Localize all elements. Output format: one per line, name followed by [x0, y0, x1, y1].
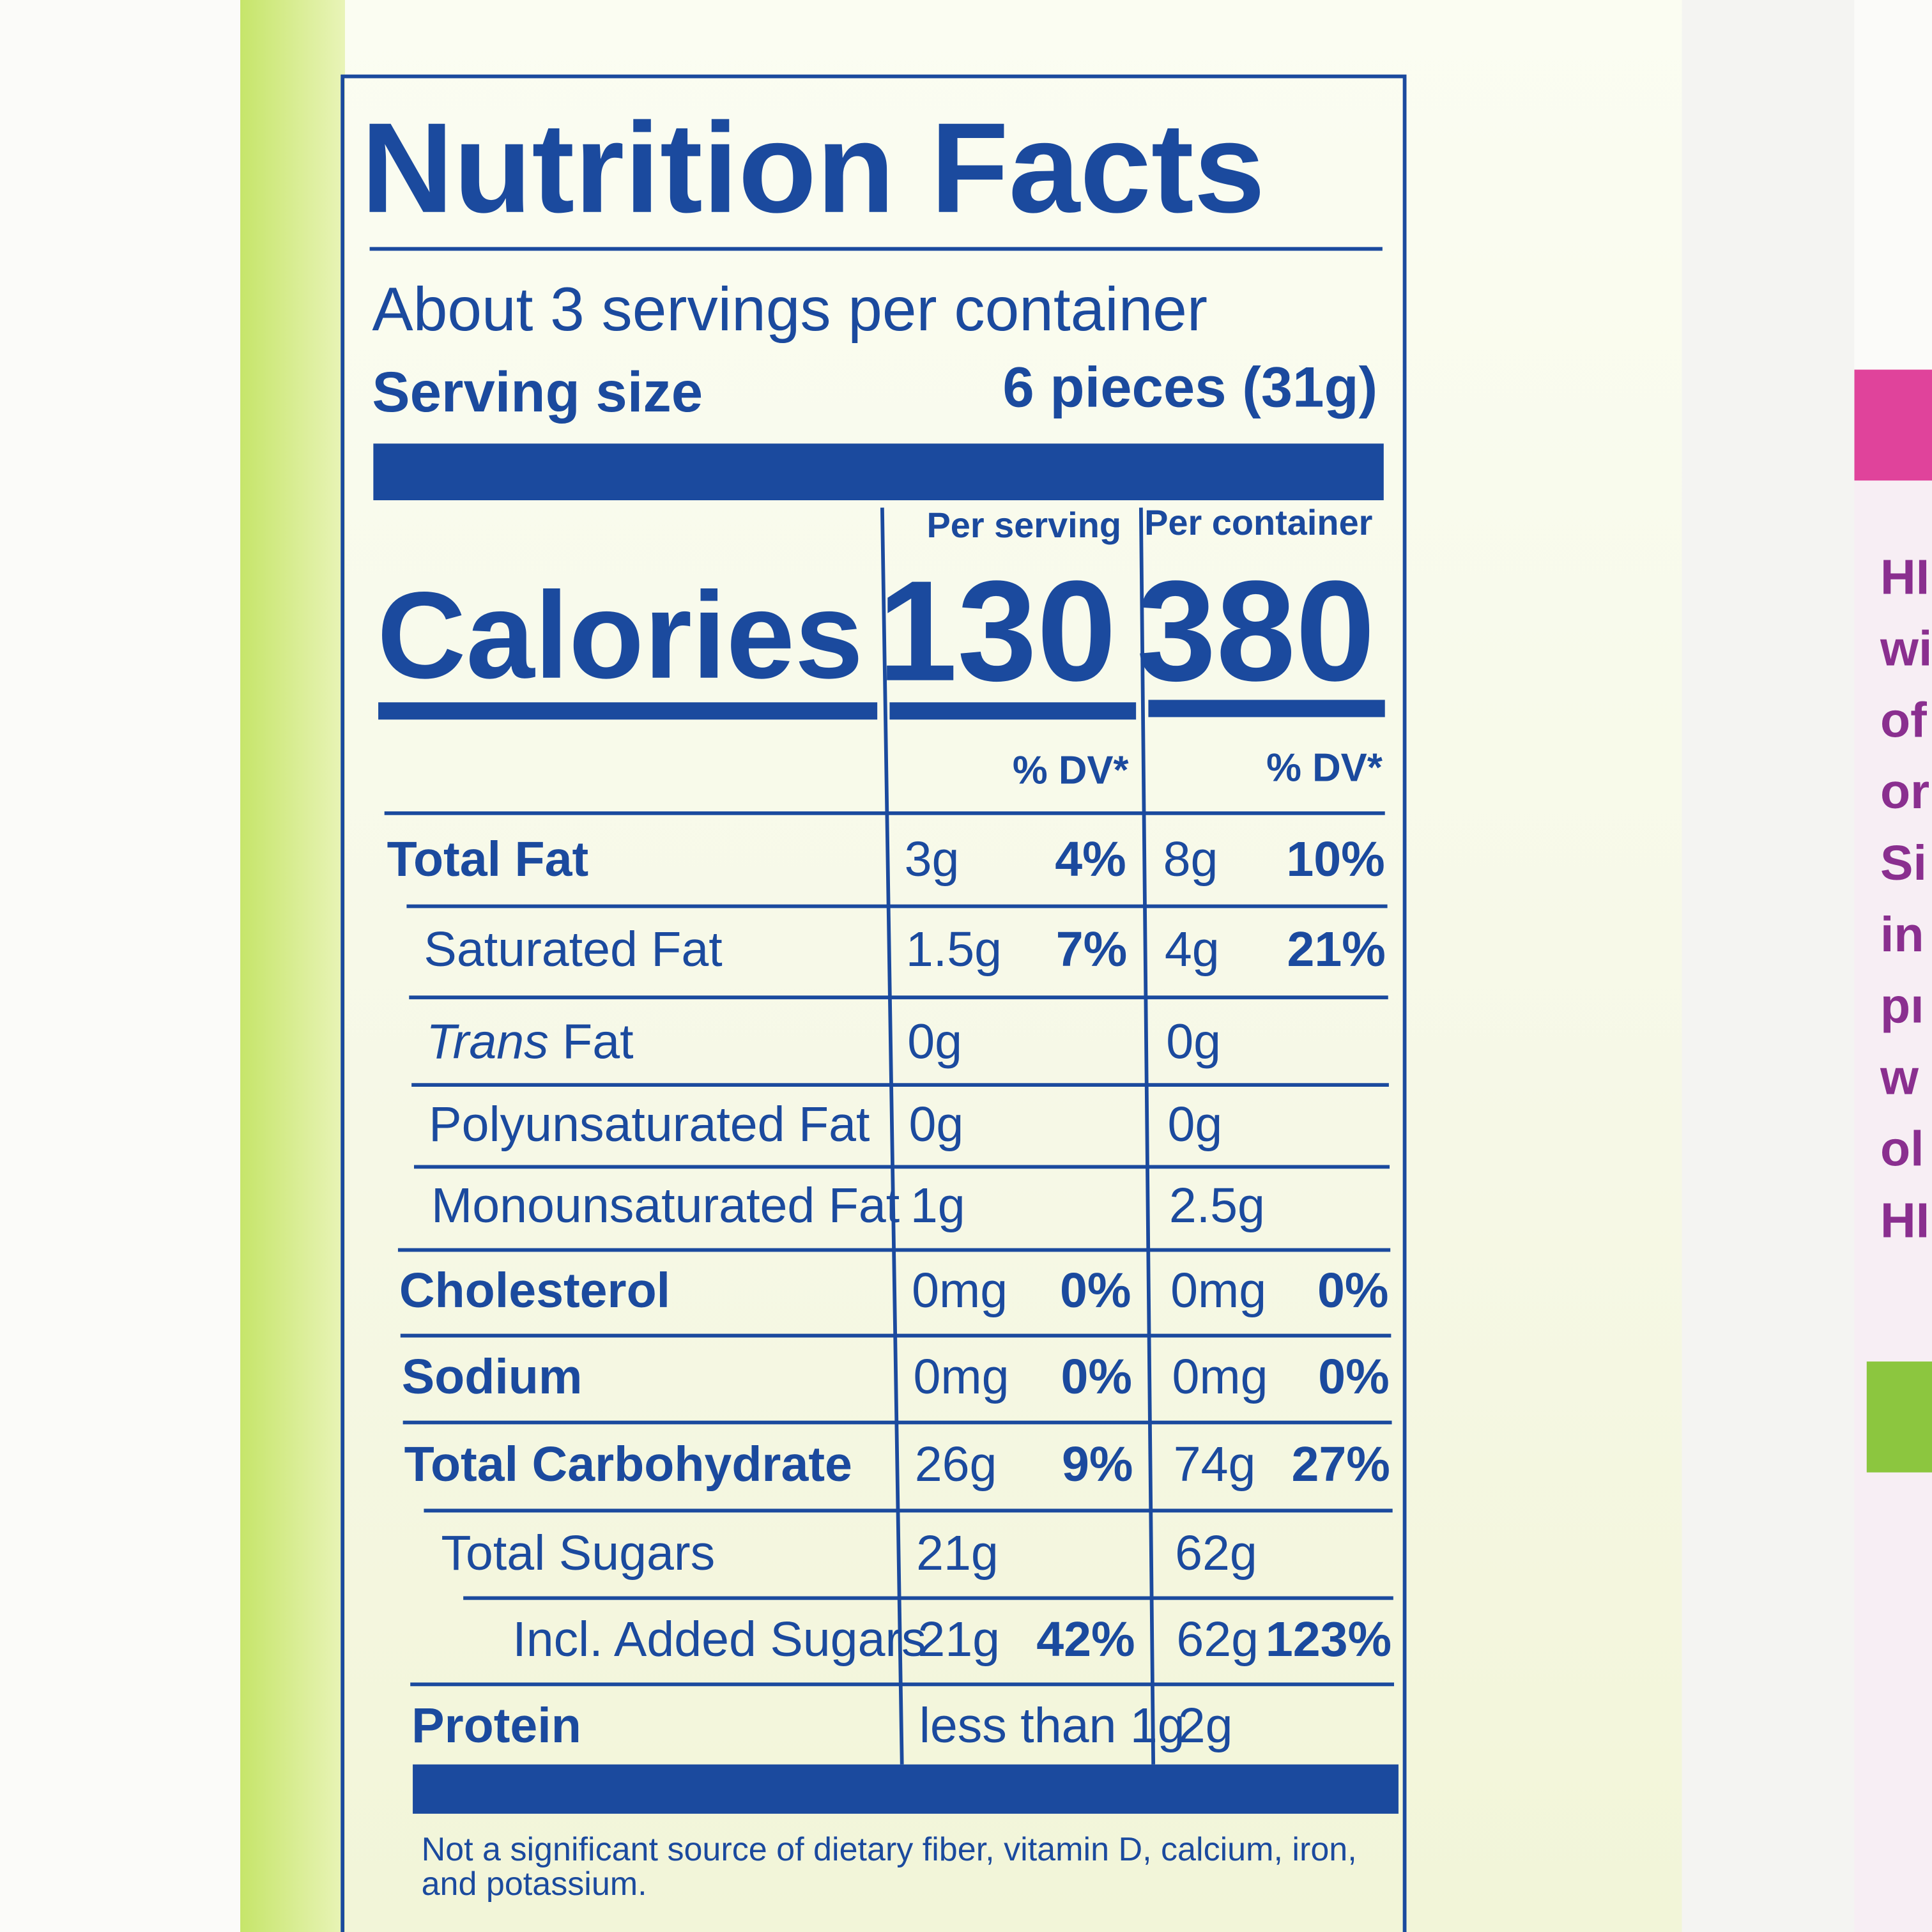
nutrient-name-text: Saturated Fat — [424, 922, 722, 977]
amount: 8g — [1163, 832, 1218, 887]
daily-value: 21% — [1287, 922, 1385, 977]
calories-value: 380 — [1137, 551, 1375, 711]
nutrient-name: Total Fat — [387, 832, 589, 887]
amount: 74g — [1174, 1437, 1256, 1492]
nutrient-name-text: Protein — [411, 1698, 581, 1753]
side-pink-tab — [1854, 369, 1932, 481]
nutrient-name: Cholesterol — [399, 1263, 670, 1318]
daily-value: 7% — [1056, 922, 1127, 977]
green-strip — [240, 0, 345, 1932]
side-text: HI — [1880, 550, 1929, 605]
daily-value: 0% — [1318, 1349, 1389, 1404]
nutrient-name-text: Polyunsaturated Fat — [429, 1097, 870, 1152]
side-text: ol — [1880, 1121, 1924, 1176]
column-divider — [1138, 507, 1156, 1765]
side-text: w — [1880, 1050, 1919, 1105]
amount: 4g — [1165, 922, 1220, 977]
amount: 0mg — [912, 1263, 1008, 1318]
nutrient-name-text: Incl. Added Sugars — [512, 1612, 926, 1667]
amount: 62g — [1176, 1612, 1259, 1667]
title: Nutrition Facts — [361, 96, 1265, 240]
column-divider — [880, 507, 904, 1765]
label-border — [341, 74, 1407, 1932]
calories-rule — [889, 702, 1137, 720]
daily-value: 0% — [1317, 1263, 1388, 1318]
nutrient-name: Total Sugars — [441, 1526, 715, 1581]
amount: 0g — [1166, 1015, 1221, 1070]
calories-rule — [378, 702, 878, 720]
nutrient-name: Saturated Fat — [424, 922, 722, 977]
nutrient-name: Total Carbohydrate — [404, 1437, 852, 1492]
serving-size-value: 6 pieces (31g) — [1002, 355, 1377, 418]
side-text: wi — [1880, 621, 1932, 676]
daily-value: 9% — [1062, 1437, 1133, 1492]
side-text: or — [1880, 764, 1929, 819]
footnote: and potassium. — [422, 1866, 647, 1903]
daily-value: 123% — [1266, 1612, 1392, 1667]
nutrient-name: Monounsaturated Fat — [431, 1178, 900, 1233]
amount: 0mg — [1172, 1349, 1268, 1404]
calories-rule — [1148, 700, 1385, 717]
nutrient-name-text: Sodium — [402, 1349, 583, 1404]
amount: less than 1g — [919, 1698, 1185, 1753]
servings: About 3 servings per container — [372, 275, 1208, 344]
column-header: Per container — [1144, 502, 1372, 542]
column-header: Per serving — [926, 505, 1121, 545]
side-text: Si — [1880, 836, 1927, 891]
daily-value: 0% — [1060, 1263, 1131, 1318]
amount: 1.5g — [906, 922, 1002, 977]
dv-header: % DV* — [1266, 746, 1383, 790]
side-text: HI — [1880, 1193, 1929, 1248]
nutrient-name-text: Total Carbohydrate — [404, 1437, 852, 1492]
amount: 0g — [909, 1097, 964, 1152]
nutrient-name-italic: Trans — [426, 1015, 548, 1070]
nutrition-label: Nutrition Facts About 3 servings per con… — [361, 96, 1399, 1903]
amount: 0mg — [913, 1349, 1009, 1404]
thick-bar — [373, 443, 1384, 500]
nutrient-name-text: Total Fat — [387, 832, 589, 887]
daily-value: 10% — [1286, 832, 1384, 887]
nutrient-name: Sodium — [402, 1349, 583, 1404]
nutrient-name-text: Fat — [562, 1015, 633, 1070]
calories-value: 130 — [878, 551, 1116, 711]
nutrient-name-text: Monounsaturated Fat — [431, 1178, 900, 1233]
calories-label: Calories — [377, 566, 863, 704]
amount: 62g — [1175, 1526, 1257, 1581]
nutrient-name-text: Cholesterol — [399, 1263, 670, 1318]
amount: 0g — [907, 1015, 962, 1070]
nutrient-name: Trans Fat — [426, 1015, 633, 1070]
amount: 2g — [1178, 1698, 1233, 1753]
side-text: in — [1880, 907, 1924, 962]
thick-bar — [413, 1764, 1399, 1814]
amount: 0mg — [1170, 1263, 1266, 1318]
serving-size-label: Serving size — [372, 360, 703, 424]
daily-value: 0% — [1061, 1349, 1131, 1404]
side-panel — [1854, 369, 1932, 1932]
daily-value: 4% — [1055, 832, 1126, 887]
amount: 21g — [917, 1612, 1000, 1667]
side-text: of — [1880, 693, 1927, 747]
amount: 21g — [916, 1526, 999, 1581]
daily-value: 42% — [1036, 1612, 1135, 1667]
daily-value: 27% — [1291, 1437, 1390, 1492]
footnote: Not a significant source of dietary fibe… — [422, 1831, 1357, 1868]
nutrient-name-text: Total Sugars — [441, 1526, 715, 1581]
amount: 3g — [905, 832, 960, 887]
nutrient-name: Incl. Added Sugars — [512, 1612, 926, 1667]
amount: 1g — [910, 1178, 965, 1233]
side-green-tab — [1866, 1361, 1932, 1473]
package — [240, 0, 1682, 1932]
nutrient-name: Polyunsaturated Fat — [429, 1097, 870, 1152]
nutrient-name: Protein — [411, 1698, 581, 1753]
amount: 0g — [1168, 1097, 1223, 1152]
side-text: pı — [1880, 979, 1924, 1034]
amount: 26g — [915, 1437, 997, 1492]
amount: 2.5g — [1169, 1178, 1265, 1233]
package-edge — [1682, 0, 1855, 1932]
dv-header: % DV* — [1013, 749, 1129, 793]
